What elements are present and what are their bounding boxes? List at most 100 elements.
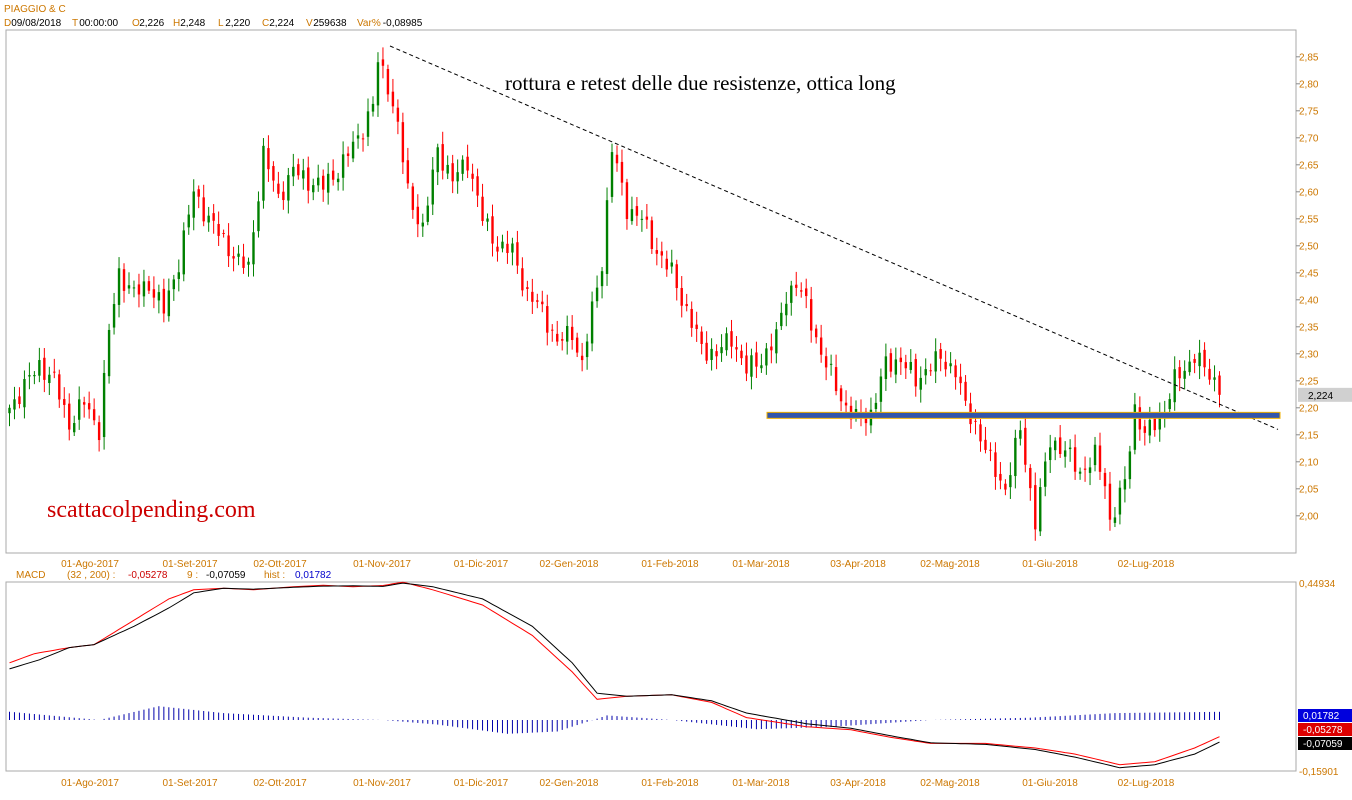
candle-body [516,242,519,266]
signal-label: 9 : [187,570,198,581]
candle-body [212,213,215,221]
price-x-tick-label: 01-Set-2017 [162,559,217,570]
price-x-tick-label: 01-Feb-2018 [641,559,699,570]
candle-body [740,350,743,359]
candle-body [1049,447,1052,461]
price-y-tick-label: 2,15 [1299,430,1319,441]
candle-body [700,331,703,344]
candle-body [1009,475,1012,488]
macd-tag-value: 0,01782 [1303,711,1340,722]
header-label-volume: V [306,18,313,29]
price-x-tick-label: 02-Lug-2018 [1118,559,1175,570]
macd-value-tags: 0,01782 -0,05278 -0,07059 [1298,709,1352,750]
candle-body [760,365,763,369]
candle-body [1113,517,1117,523]
candle-body [615,154,619,164]
candle-body [824,356,828,368]
macd-panel-frame [5,581,1297,772]
candle-body [58,374,61,400]
candle-body [73,423,76,433]
price-y-tick-label: 2,00 [1299,511,1319,522]
candle-body [182,230,185,275]
candle-body [715,351,718,357]
price-x-axis: 01-Ago-2017 01-Set-2017 02-Ott-2017 01-Nov-… [61,559,1175,570]
candle-body [38,360,41,376]
candle-body [1143,426,1147,433]
candle-body [177,272,180,279]
candle-body [556,333,559,342]
candle-body [356,135,360,139]
candle-body [82,402,86,405]
support-line [766,411,1281,419]
macd-name: MACD [16,570,45,581]
price-y-tick-label: 2,75 [1299,106,1319,117]
candle-body [172,279,176,290]
macd-histogram [8,706,1221,734]
candle-body [1153,418,1156,431]
candle-body [650,220,654,249]
candle-body [1203,349,1206,368]
candle-body [1058,437,1062,454]
macd-tag-box [1298,723,1352,736]
candle-body [441,144,444,171]
macd-x-tick-label: 01-Ago-2017 [61,778,119,789]
candle-body [834,367,838,392]
price-x-tick-label: 01-Giu-2018 [1022,559,1078,570]
price-y-tick-label: 2,65 [1299,160,1319,171]
candle-body [745,355,748,374]
candle-body [371,103,375,112]
candle-body [63,399,66,405]
candle-body [117,268,121,305]
candle-body [1093,444,1097,466]
candle-body [341,154,345,178]
candle-body [1213,377,1216,380]
candle-body [122,269,126,291]
header-label-low: L [218,18,224,29]
candle-body [949,363,952,367]
price-y-tick-label: 2,30 [1299,349,1319,360]
candle-body [605,200,609,274]
candle-body [511,243,514,253]
candle-body [765,348,768,366]
candle-body [262,145,265,201]
macd-y-axis: 0,44934 -0,15901 [1299,579,1339,778]
candle-body [839,388,843,402]
candle-body [297,164,300,176]
macd-x-tick-label: 03-Apr-2018 [830,778,886,789]
header-label-high: H [173,18,180,29]
candle-body [416,206,420,225]
candle-body [476,176,479,196]
candle-body [814,328,818,338]
price-tag-value: 2,224 [1308,391,1333,402]
candle-body [272,166,275,181]
candle-body [491,216,494,244]
candle-body [426,205,429,222]
candle-body [401,122,405,163]
candle-body [107,329,111,377]
candle-body [585,341,589,358]
candle-body [187,214,190,228]
candle-body [1173,369,1176,403]
candle-body [411,186,415,210]
signal-line [9,582,1220,769]
candle-body [575,337,579,353]
candle-body [257,201,260,232]
candle-body [267,148,270,170]
candle-body [317,177,320,186]
candle-body [1083,468,1087,470]
candle-body [805,288,808,297]
candle-body [570,326,574,341]
candle-body [521,268,524,291]
last-price-tag: 2,224 [1298,387,1352,402]
header-value-var: -0,08985 [383,18,423,29]
candle-body [33,375,36,377]
candle-body [984,439,987,450]
candle-body [1128,451,1132,480]
candle-body [964,381,967,401]
price-panel-frame [5,29,1297,554]
candle-body [999,473,1002,481]
signal-value: -0,07059 [206,570,246,581]
header-label-time: T [72,18,78,29]
candle-body [690,308,693,328]
